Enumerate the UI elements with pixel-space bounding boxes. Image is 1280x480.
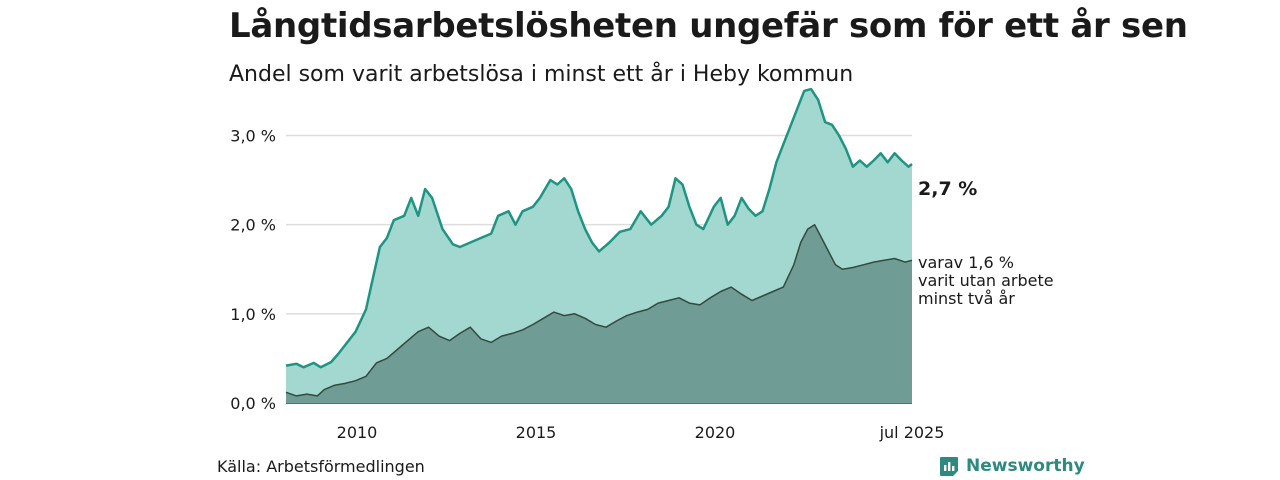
series-end-label-line: varit utan arbete (918, 271, 1054, 290)
series-end-label-line: varav 1,6 % (918, 253, 1014, 272)
label-layer: 0,0 % 1,0 % 2,0 % 3,0 % 2010 2015 2020 jul 2025… (230, 127, 1053, 443)
y-tick-label: 0,0 % (230, 394, 276, 413)
chart-subtitle: Andel som varit arbetslösa i minst ett å… (229, 62, 854, 87)
x-tick-label: jul 2025 (879, 423, 945, 442)
x-tick-label: 2010 (337, 423, 378, 442)
y-tick-label: 1,0 % (230, 305, 276, 324)
brand-logo: Newsworthy (938, 455, 1085, 477)
series-end-label-line: minst två år (918, 289, 1015, 308)
series-line-minst_ett_ar (285, 87, 913, 369)
series-area-minst_tva_ar (286, 224, 912, 403)
y-tick-label: 3,0 % (230, 127, 276, 146)
newsworthy-logo-icon (940, 457, 958, 476)
area-layer (285, 87, 913, 403)
chart-title: Långtidsarbetslösheten ungefär som för e… (229, 6, 1188, 46)
brand-name: Newsworthy (966, 456, 1085, 476)
x-tick-label: 2020 (695, 423, 736, 442)
series-end-label: varav 1,6 % varit utan arbete minst två år (918, 253, 1054, 308)
x-tick-label: 2015 (516, 423, 557, 442)
series-end-label: 2,7 % (918, 178, 977, 200)
y-tick-label: 2,0 % (230, 216, 276, 235)
series-line-minst_tva_ar (285, 223, 913, 397)
source-note: Källa: Arbetsförmedlingen (217, 457, 425, 476)
